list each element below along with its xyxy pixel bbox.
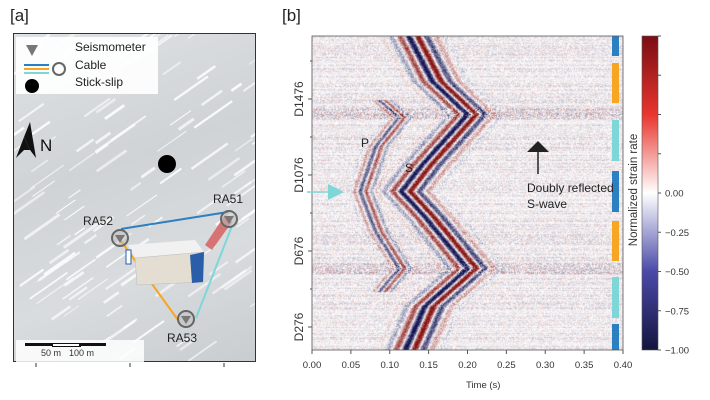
annotation-line-1: Doubly reflected bbox=[527, 181, 614, 195]
x-tick-label: 0.00 bbox=[303, 360, 322, 371]
y-tick-label: D276 bbox=[292, 312, 306, 341]
colorbar-tick-label: −0.50 bbox=[665, 267, 689, 278]
north-arrow-icon bbox=[24, 122, 36, 158]
colorbar-tick-label: −0.25 bbox=[665, 228, 689, 239]
cable-segment-bar bbox=[612, 221, 619, 261]
colorbar-tick-label: −1.00 bbox=[665, 346, 689, 357]
x-tick-label: 0.20 bbox=[458, 360, 477, 371]
x-axis-label: Time (s) bbox=[466, 380, 501, 391]
x-tick-label: 0.40 bbox=[614, 360, 633, 371]
annotation-line-2: S-wave bbox=[527, 197, 568, 211]
north-label: N bbox=[40, 136, 53, 155]
legend-stick-slip: Stick-slip bbox=[75, 75, 124, 89]
up-arrow-icon bbox=[527, 141, 549, 152]
map-overlay bbox=[16, 122, 238, 367]
cable-blue bbox=[120, 211, 229, 230]
x-tick-label: 0.15 bbox=[419, 360, 438, 371]
map-legend: Seismometer Cable Stick-slip bbox=[16, 37, 158, 94]
cable-segment-bar bbox=[612, 36, 619, 56]
colorbar-tick-label: 0.00 bbox=[665, 189, 684, 200]
cable-icon bbox=[24, 62, 66, 76]
cable-segment-bar bbox=[612, 120, 619, 161]
strain-rate-heatmap bbox=[312, 36, 623, 350]
station-label-ra51: RA51 bbox=[213, 192, 244, 206]
x-tick-label: 0.05 bbox=[342, 360, 361, 371]
annotation-doubly-reflected: Doubly reflected S-wave bbox=[527, 180, 617, 212]
y-tick-label: D1476 bbox=[292, 81, 306, 117]
panel-b-label: [b] bbox=[282, 6, 301, 25]
interrogator-unit bbox=[125, 215, 232, 286]
x-tick-label: 0.25 bbox=[497, 360, 516, 371]
x-tick-label: 0.10 bbox=[381, 360, 400, 371]
legend-seismometer: Seismometer bbox=[75, 40, 146, 54]
station-label-ra53: RA53 bbox=[167, 331, 198, 345]
annotation-s: S bbox=[405, 161, 414, 175]
cable-segment-bar bbox=[612, 324, 619, 350]
scale-label-50m: 50 m bbox=[41, 348, 62, 358]
cable-cyan bbox=[195, 225, 233, 319]
cable-segment-bar bbox=[612, 171, 619, 212]
seismometer-icon bbox=[26, 45, 38, 56]
legend-cable: Cable bbox=[75, 58, 107, 72]
station-ra53 bbox=[177, 310, 195, 328]
x-tick-label: 0.30 bbox=[536, 360, 555, 371]
annotation-p: P bbox=[361, 136, 370, 150]
cable-segment-bar bbox=[612, 277, 619, 318]
scale-bar: 50 m 100 m bbox=[16, 340, 144, 362]
colorbar-label: Normalized strain rate bbox=[628, 133, 640, 247]
station-ra51 bbox=[220, 210, 238, 228]
station-label-ra52: RA52 bbox=[83, 214, 114, 228]
scale-label-100m: 100 m bbox=[69, 348, 95, 358]
y-tick-label: D1076 bbox=[292, 157, 306, 193]
stick-slip-marker bbox=[158, 155, 176, 173]
colorbar-tick-label: −0.75 bbox=[665, 306, 689, 317]
panel-a-label: [a] bbox=[10, 6, 29, 25]
x-tick-label: 0.35 bbox=[575, 360, 594, 371]
y-tick-label: D676 bbox=[292, 236, 306, 265]
stick-slip-icon bbox=[25, 79, 39, 93]
colorbar bbox=[641, 35, 659, 351]
station-ra52 bbox=[111, 229, 129, 247]
cable-segment-bar bbox=[612, 63, 619, 103]
